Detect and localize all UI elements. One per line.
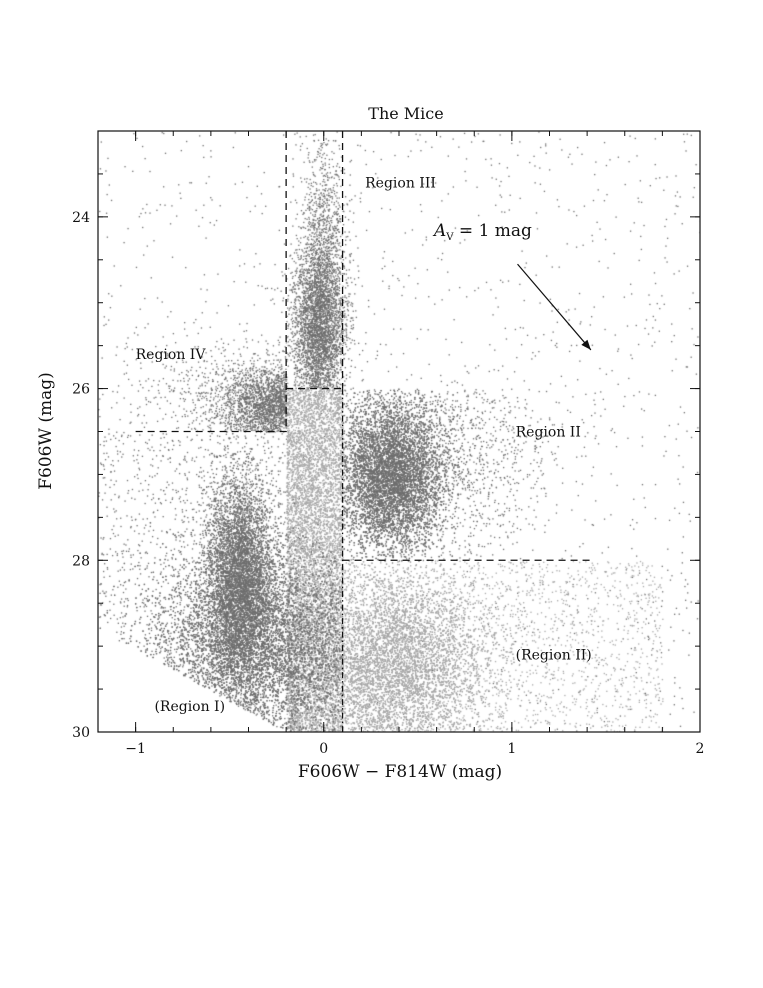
x-tick-label: 1 [507, 741, 516, 757]
reddening-label: AV = 1 mag [432, 221, 532, 243]
y-tick-label: 30 [72, 725, 90, 741]
x-tick-label: −1 [125, 741, 146, 757]
region-label: Region II [516, 425, 581, 441]
reddening-arrow-head [581, 339, 591, 350]
reddening-annotation: AV = 1 mag [432, 221, 592, 351]
x-tick-label: 0 [319, 741, 328, 757]
region-labels: Region III Region IV Region II (Region II) (… [136, 176, 592, 716]
axis-ticks: −1 0 1 2 24 26 28 30 [72, 130, 705, 757]
region-label: (Region II) [516, 648, 592, 664]
y-tick-label: 24 [72, 210, 90, 226]
region-boundary-line [135, 131, 287, 433]
region-label: Region IV [136, 347, 207, 363]
y-tick-label: 26 [72, 382, 90, 398]
y-tick-label: 28 [72, 553, 90, 569]
region-label: Region III [365, 176, 436, 192]
reddening-arrow [517, 263, 592, 351]
y-axis-label: F606W (mag) [36, 372, 56, 490]
region-boundaries [135, 131, 591, 732]
chart-title: The Mice [368, 104, 443, 123]
region-label: (Region I) [154, 699, 225, 715]
x-axis-label: F606W − F814W (mag) [298, 762, 502, 782]
x-tick-label: 2 [696, 741, 705, 757]
